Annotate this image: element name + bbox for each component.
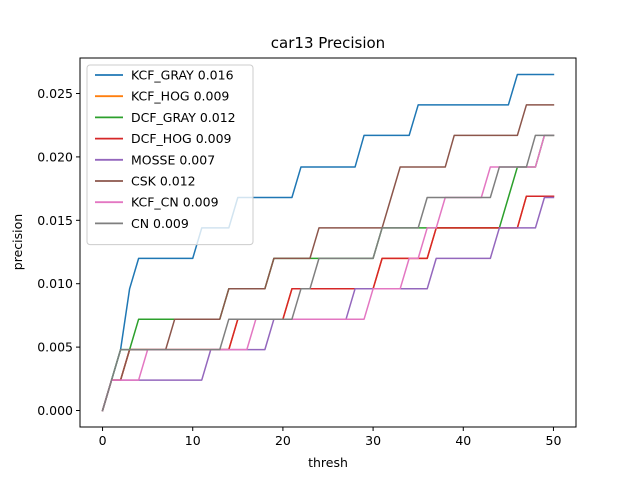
y-axis-ticks: 0.000 0.005 0.010 0.015 0.020 0.025 [37, 86, 80, 418]
y-tick-label: 0.010 [37, 276, 73, 291]
x-tick-label: 40 [455, 433, 471, 448]
y-tick-label: 0.005 [37, 340, 73, 355]
y-tick-label: 0.000 [37, 403, 73, 418]
x-tick-label: 50 [546, 433, 562, 448]
x-tick-label: 0 [99, 433, 107, 448]
legend-label-5: CSK 0.012 [131, 174, 196, 189]
legend-label-2: DCF_GRAY 0.012 [131, 110, 236, 125]
series-line-7 [101, 134, 555, 412]
legend-label-0: KCF_GRAY 0.016 [131, 68, 234, 83]
legend-label-4: MOSSE 0.007 [131, 152, 215, 167]
legend-label-1: KCF_HOG 0.009 [131, 89, 229, 104]
x-axis-label: thresh [308, 455, 348, 470]
x-tick-label: 20 [275, 433, 291, 448]
series-line-5 [101, 104, 555, 412]
x-tick-label: 10 [185, 433, 201, 448]
plot-area [101, 73, 555, 412]
series-line-0 [101, 73, 555, 412]
legend-label-6: KCF_CN 0.009 [131, 195, 219, 210]
chart-title: car13 Precision [271, 34, 385, 52]
x-tick-label: 30 [365, 433, 381, 448]
y-tick-label: 0.025 [37, 86, 73, 101]
legend-label-3: DCF_HOG 0.009 [131, 131, 232, 146]
axes-frame [79, 57, 577, 428]
y-tick-label: 0.015 [37, 213, 73, 228]
legend: KCF_GRAY 0.016 KCF_HOG 0.009 DCF_GRAY 0.01… [86, 64, 254, 246]
legend-label-7: CN 0.009 [131, 216, 189, 231]
y-axis-label: precision [10, 214, 25, 270]
legend-box [86, 64, 254, 246]
x-axis-ticks: 0 10 20 30 40 50 [99, 427, 562, 448]
y-tick-label: 0.020 [37, 149, 73, 164]
